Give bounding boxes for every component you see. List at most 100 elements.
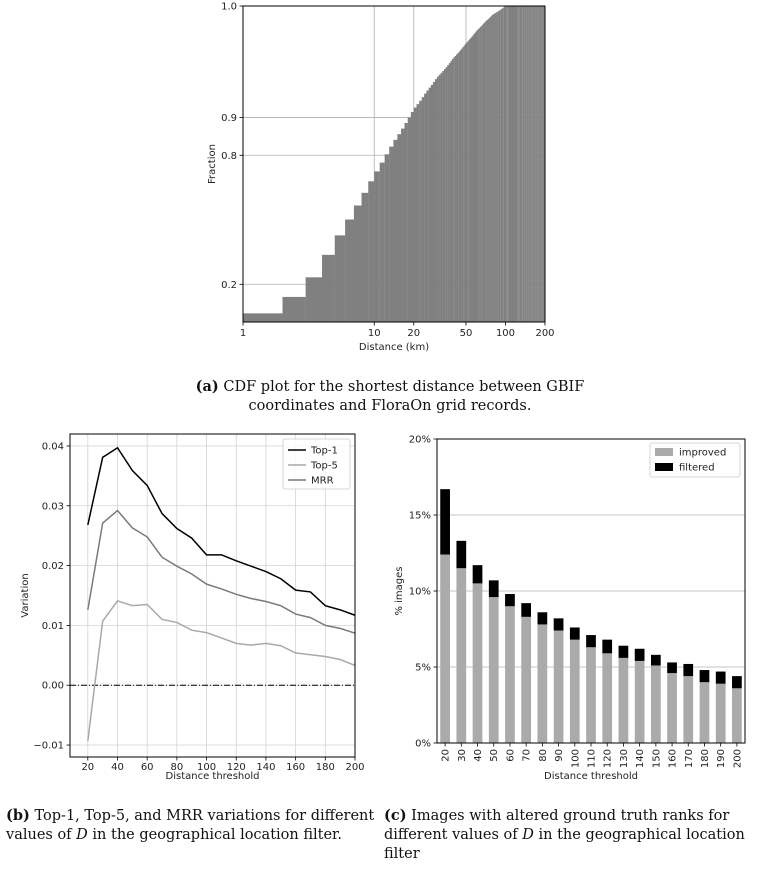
chart-a-bar-41 bbox=[454, 55, 457, 323]
chart-c-bar-improved-100 bbox=[569, 639, 580, 743]
chart-a-bar-93 bbox=[501, 8, 503, 323]
chart-b-xtick-label-3: 80 bbox=[171, 762, 184, 773]
chart-c-bar-filtered-50 bbox=[488, 580, 499, 598]
chart-a-bar-117 bbox=[514, 6, 516, 322]
chart-a-bar-102 bbox=[506, 6, 508, 322]
chart-c-bar-improved-90 bbox=[553, 630, 564, 743]
chart-c-xtick-label-0: 20 bbox=[441, 749, 452, 762]
chart-c-bar-improved-50 bbox=[488, 597, 499, 743]
chart-c-bar-filtered-100 bbox=[569, 627, 580, 640]
chart-a-xlabel: Distance (km) bbox=[359, 342, 429, 353]
chart-a-bar-138 bbox=[523, 6, 525, 322]
chart-a-bar-79 bbox=[492, 14, 493, 322]
chart-a-bar-88 bbox=[498, 11, 499, 323]
chart-c-xtick-label-10: 120 bbox=[603, 749, 614, 768]
chart-c-ytick-label-2: 10% bbox=[409, 587, 431, 598]
chart-a-bar-137 bbox=[523, 6, 524, 322]
chart-a-bar-4 bbox=[322, 254, 335, 322]
chart-c-xtick-label-1: 30 bbox=[457, 749, 468, 762]
chart-a-bar-44 bbox=[458, 51, 461, 322]
chart-a-ytick-label-2: 0.9 bbox=[221, 113, 237, 124]
chart-b-series-top-1 bbox=[87, 446, 356, 616]
caption-c-var: D bbox=[522, 827, 534, 843]
chart-a-bar-107 bbox=[509, 6, 511, 322]
chart-c-bar-filtered-130 bbox=[618, 645, 629, 658]
chart-a-xtick-label-2: 20 bbox=[407, 328, 420, 339]
chart-c-bar-filtered-30 bbox=[456, 540, 467, 569]
chart-a-bar-46 bbox=[461, 48, 463, 323]
chart-a-bar-75 bbox=[489, 17, 490, 322]
chart-a-bar-81 bbox=[493, 13, 495, 323]
chart-a-bar-89 bbox=[498, 10, 500, 322]
chart-a-bar-159 bbox=[531, 6, 533, 322]
chart-a-bar-26 bbox=[428, 87, 432, 322]
chart-c-bar-improved-70 bbox=[521, 616, 532, 743]
chart-c-xtick-label-4: 60 bbox=[505, 749, 516, 762]
chart-a-bar-153 bbox=[529, 6, 531, 322]
chart-a-bar-152 bbox=[529, 6, 530, 322]
chart-a-bar-37 bbox=[448, 63, 451, 323]
chart-a-bar-97 bbox=[503, 7, 505, 323]
chart-c-bar-filtered-120 bbox=[602, 639, 613, 654]
chart-a-bar-43 bbox=[457, 53, 459, 323]
caption-b-var: D bbox=[76, 827, 88, 843]
chart-a-bar-70 bbox=[485, 21, 487, 322]
chart-a-bar-100 bbox=[505, 6, 507, 322]
chart-c-xtick-label-17: 190 bbox=[716, 749, 727, 768]
chart-b-ytick-label-5: 0.04 bbox=[42, 441, 64, 452]
chart-a-bars bbox=[243, 6, 546, 323]
chart-a-bar-3 bbox=[305, 277, 323, 322]
chart-a-bar-14 bbox=[393, 139, 398, 322]
chart-a-bar-66 bbox=[481, 25, 483, 322]
chart-b-xtick-label-2: 60 bbox=[141, 762, 154, 773]
chart-a-ticks: 1 10 20 50 100 200 0.2 0.8 0.9 1.0 bbox=[221, 2, 554, 340]
chart-a-ytick-label-3: 1.0 bbox=[221, 2, 237, 13]
chart-a-xtick-label-3: 50 bbox=[460, 328, 473, 339]
chart-a-bar-62 bbox=[478, 28, 480, 322]
chart-a-bar-63 bbox=[479, 27, 481, 322]
chart-a-bar-101 bbox=[506, 6, 507, 322]
chart-c-bar-improved-130 bbox=[618, 657, 629, 743]
chart-a-bar-29 bbox=[434, 79, 438, 322]
chart-b-ytick-label-3: 0.02 bbox=[42, 561, 64, 572]
chart-a-bar-111 bbox=[511, 6, 513, 322]
chart-a-xtick-label-0: 1 bbox=[240, 328, 246, 339]
chart-a-bar-134 bbox=[522, 6, 523, 322]
caption-a: (a) CDF plot for the shortest distance b… bbox=[180, 377, 600, 416]
chart-a-bar-104 bbox=[507, 6, 509, 322]
chart-a-bar-125 bbox=[518, 6, 519, 322]
chart-a-bar-15 bbox=[397, 134, 402, 322]
chart-a-bar-77 bbox=[490, 16, 492, 323]
chart-b-variation: 20 40 60 80 100 120 140 160 180 200 −0.01 0.00 0.01 0… bbox=[20, 433, 365, 782]
chart-b-grid bbox=[70, 434, 356, 757]
chart-a-bar-51 bbox=[467, 41, 469, 323]
chart-b-ytick-label-4: 0.03 bbox=[42, 501, 64, 512]
chart-c-legend-swatch-filtered bbox=[655, 463, 673, 471]
chart-a-bar-9 bbox=[368, 181, 375, 322]
chart-b-xtick-label-6: 140 bbox=[256, 762, 275, 773]
chart-a-bar-32 bbox=[440, 72, 443, 323]
caption-c-text-post: in the geographical location filter bbox=[384, 827, 745, 862]
chart-c-bar-improved-80 bbox=[537, 624, 548, 743]
chart-a-bar-5 bbox=[334, 235, 346, 322]
chart-a-bar-99 bbox=[504, 6, 506, 322]
chart-b-series-mrr bbox=[87, 509, 356, 634]
chart-a-bar-145 bbox=[526, 6, 528, 322]
chart-b-ytick-label-1: 0.00 bbox=[42, 681, 64, 692]
chart-c-xtick-label-11: 130 bbox=[619, 749, 630, 768]
chart-a-bar-35 bbox=[445, 67, 448, 322]
chart-a-bar-59 bbox=[475, 31, 477, 323]
chart-a-bar-144 bbox=[526, 6, 527, 322]
chart-c-bar-improved-150 bbox=[650, 665, 661, 743]
chart-b-xlabel: Distance threshold bbox=[166, 771, 260, 782]
chart-a-bar-69 bbox=[484, 22, 486, 322]
chart-c-legend-label-improved: improved bbox=[679, 448, 726, 459]
chart-a-bar-160 bbox=[532, 6, 533, 322]
chart-a-bar-12 bbox=[384, 154, 390, 322]
chart-a-bar-7 bbox=[353, 205, 362, 322]
chart-a-bar-118 bbox=[514, 6, 516, 322]
chart-a-bar-129 bbox=[520, 6, 521, 322]
chart-c-ytick-label-0: 0% bbox=[415, 739, 431, 750]
